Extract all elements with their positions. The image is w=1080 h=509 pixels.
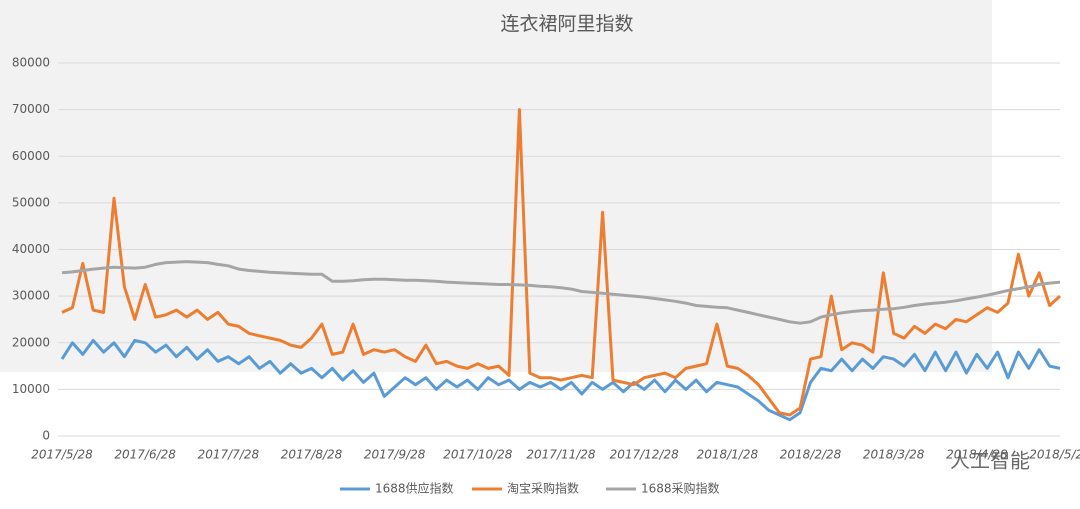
x-tick-label: 2017/9/28 (364, 448, 426, 462)
y-tick-label: 10000 (12, 382, 50, 396)
x-tick-label: 2017/6/28 (114, 448, 176, 462)
x-tick-label: 2017/11/28 (526, 448, 596, 462)
y-tick-label: 20000 (12, 335, 50, 349)
y-tick-label: 70000 (12, 102, 50, 116)
series-line (60, 338, 1061, 422)
legend-label: 1688采购指数 (641, 481, 720, 496)
watermark: 人工智能 (950, 449, 1030, 473)
x-tick-label: 2018/5/28 (1029, 448, 1080, 462)
x-tick-label: 2017/12/28 (610, 448, 680, 462)
y-tick-label: 40000 (12, 242, 50, 256)
legend-label: 淘宝采购指数 (507, 481, 579, 496)
plot-shade (0, 0, 992, 372)
y-tick-label: 80000 (12, 56, 50, 70)
y-tick-label: 50000 (12, 195, 50, 209)
x-tick-label: 2017/10/28 (443, 448, 513, 462)
x-tick-label: 2018/1/28 (697, 448, 759, 462)
x-tick-label: 2018/3/28 (863, 448, 925, 462)
x-tick-label: 2018/2/28 (780, 448, 842, 462)
y-tick-label: 0 (42, 429, 50, 443)
y-tick-label: 30000 (12, 289, 50, 303)
legend-label: 1688供应指数 (375, 481, 454, 496)
x-tick-label: 2017/8/28 (281, 448, 343, 462)
series-line (61, 108, 1062, 417)
y-tick-label: 60000 (12, 149, 50, 163)
x-tick-label: 2017/5/28 (31, 448, 93, 462)
chart-title: 连衣裙阿里指数 (500, 13, 633, 35)
series-line (61, 260, 1061, 325)
x-tick-label: 2018/4/28 (946, 448, 1008, 462)
x-tick-label: 2017/7/28 (198, 448, 260, 462)
